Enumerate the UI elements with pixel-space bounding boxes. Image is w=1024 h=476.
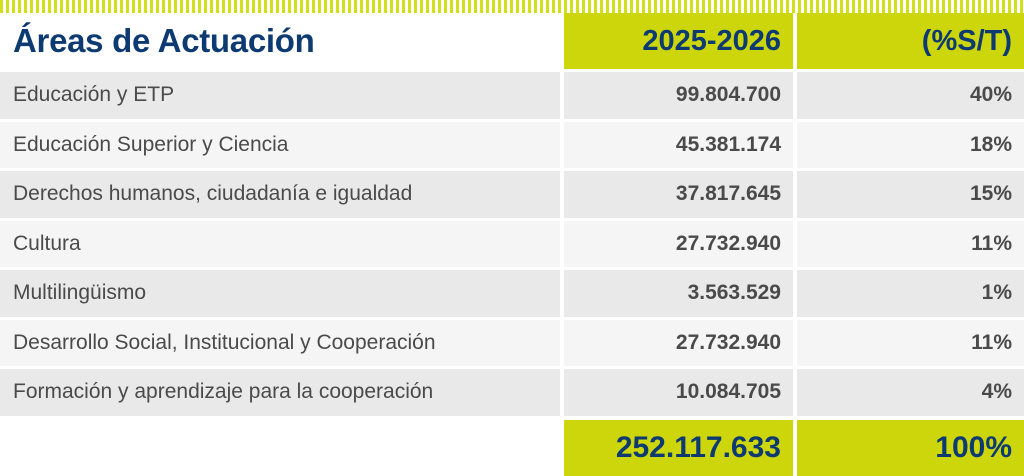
row-area: Multilingüismo bbox=[0, 270, 560, 317]
header-area-label: Áreas de Actuación bbox=[13, 22, 315, 59]
row-share: 18% bbox=[797, 121, 1024, 168]
row-area: Cultura bbox=[0, 220, 560, 267]
row-amount: 99.804.700 bbox=[564, 72, 793, 119]
row-area: Formación y aprendizaje para la cooperac… bbox=[0, 369, 560, 416]
table-row: Formación y aprendizaje para la cooperac… bbox=[0, 366, 1024, 416]
table-row: Multilingüismo 3.563.529 1% bbox=[0, 267, 1024, 317]
header-share-label: (%S/T) bbox=[797, 13, 1024, 69]
row-amount: 27.732.940 bbox=[564, 319, 793, 366]
row-share: 40% bbox=[797, 72, 1024, 119]
row-amount: 27.732.940 bbox=[564, 220, 793, 267]
table-row: Educación Superior y Ciencia 45.381.174 … bbox=[0, 118, 1024, 168]
row-area: Educación Superior y Ciencia bbox=[0, 121, 560, 168]
row-amount: 37.817.645 bbox=[564, 171, 793, 218]
table-row: Derechos humanos, ciudadanía e igualdad … bbox=[0, 168, 1024, 218]
row-share: 15% bbox=[797, 171, 1024, 218]
table-total-row: 252.117.633 100% bbox=[0, 415, 1024, 476]
row-share: 11% bbox=[797, 319, 1024, 366]
row-share: 1% bbox=[797, 270, 1024, 317]
row-amount: 10.084.705 bbox=[564, 369, 793, 416]
total-empty-cell bbox=[0, 419, 560, 476]
decorative-stripe-band bbox=[0, 0, 1024, 13]
table-row: Desarrollo Social, Institucional y Coope… bbox=[0, 316, 1024, 366]
row-area: Derechos humanos, ciudadanía e igualdad bbox=[0, 171, 560, 218]
total-share: 100% bbox=[797, 419, 1024, 476]
table-row: Educación y ETP 99.804.700 40% bbox=[0, 69, 1024, 119]
row-share: 4% bbox=[797, 369, 1024, 416]
total-amount: 252.117.633 bbox=[564, 419, 793, 476]
row-area: Educación y ETP bbox=[0, 72, 560, 119]
row-share: 11% bbox=[797, 220, 1024, 267]
table-header-row: Áreas de Actuación 2025-2026 (%S/T) bbox=[0, 13, 1024, 69]
row-amount: 45.381.174 bbox=[564, 121, 793, 168]
row-area: Desarrollo Social, Institucional y Coope… bbox=[0, 319, 560, 366]
budget-table: Áreas de Actuación 2025-2026 (%S/T) Educ… bbox=[0, 13, 1024, 476]
table-row: Cultura 27.732.940 11% bbox=[0, 217, 1024, 267]
header-period-label: 2025-2026 bbox=[564, 13, 793, 69]
row-amount: 3.563.529 bbox=[564, 270, 793, 317]
